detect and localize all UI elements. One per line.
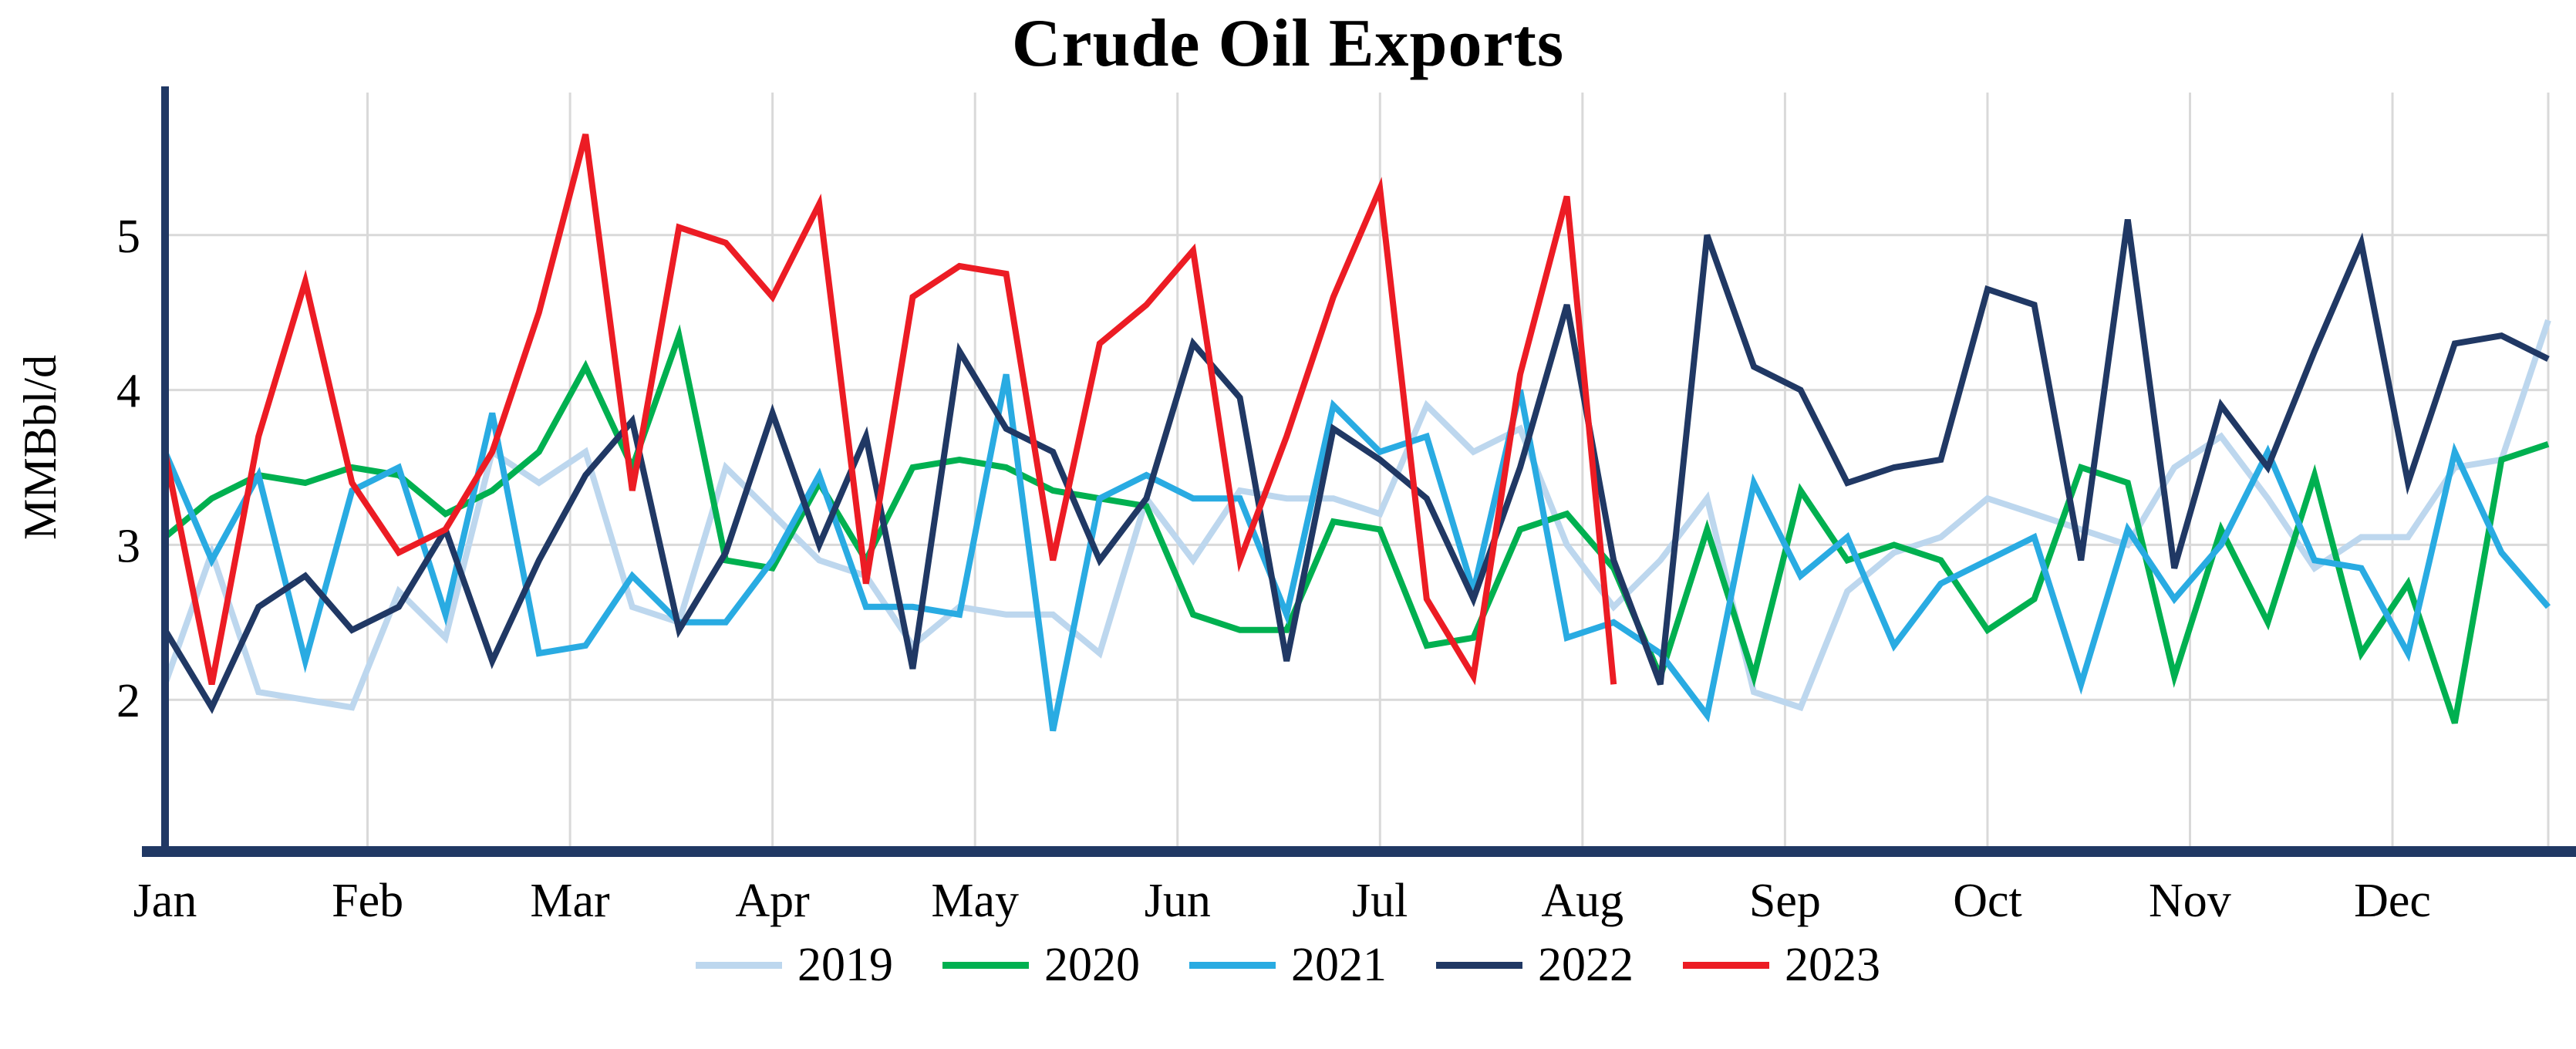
x-tick-label: Sep — [1749, 875, 1821, 927]
series-line-2020 — [163, 324, 2550, 724]
series-line-2022 — [162, 219, 2550, 714]
legend-line-swatch — [1436, 962, 1522, 969]
legend-label: 2019 — [797, 939, 893, 991]
x-tick-label: Jun — [1145, 875, 1211, 927]
x-tick-label: Nov — [2149, 875, 2231, 927]
x-tick-label: Jul — [1352, 875, 1408, 927]
x-tick-label: May — [931, 875, 1019, 927]
x-tick-label: Jan — [133, 875, 197, 927]
x-tick-label: Dec — [2354, 875, 2431, 927]
y-tick-label: 5 — [116, 211, 140, 263]
y-tick-label: 4 — [116, 366, 140, 418]
legend-line-swatch — [1683, 962, 1769, 969]
y-tick-label: 2 — [116, 675, 140, 727]
legend-item-2020: 2020 — [942, 938, 1140, 993]
legend: 2019 2020 2021 2022 2023 — [0, 938, 2576, 993]
legend-line-swatch — [942, 962, 1029, 969]
legend-item-2021: 2021 — [1189, 938, 1387, 993]
legend-item-2022: 2022 — [1436, 938, 1634, 993]
legend-item-2023: 2023 — [1683, 938, 1880, 993]
series-line-2021 — [162, 373, 2551, 732]
legend-line-swatch — [1189, 962, 1276, 969]
y-tick-label: 3 — [116, 520, 140, 572]
x-tick-label: Apr — [735, 875, 810, 927]
legend-item-2019: 2019 — [696, 938, 893, 993]
legend-label: 2022 — [1538, 939, 1634, 991]
legend-label: 2020 — [1044, 939, 1140, 991]
series-line-2019 — [162, 319, 2551, 712]
x-tick-label: Oct — [1953, 875, 2022, 927]
x-tick-label: Aug — [1541, 875, 1623, 927]
series-line-2023 — [162, 133, 1617, 686]
x-tick-label: Feb — [332, 875, 403, 927]
legend-label: 2021 — [1291, 939, 1387, 991]
legend-label: 2023 — [1785, 939, 1880, 991]
chart-title: Crude Oil Exports — [1011, 6, 1565, 81]
legend-line-swatch — [696, 962, 782, 969]
x-tick-label: Mar — [530, 875, 610, 927]
